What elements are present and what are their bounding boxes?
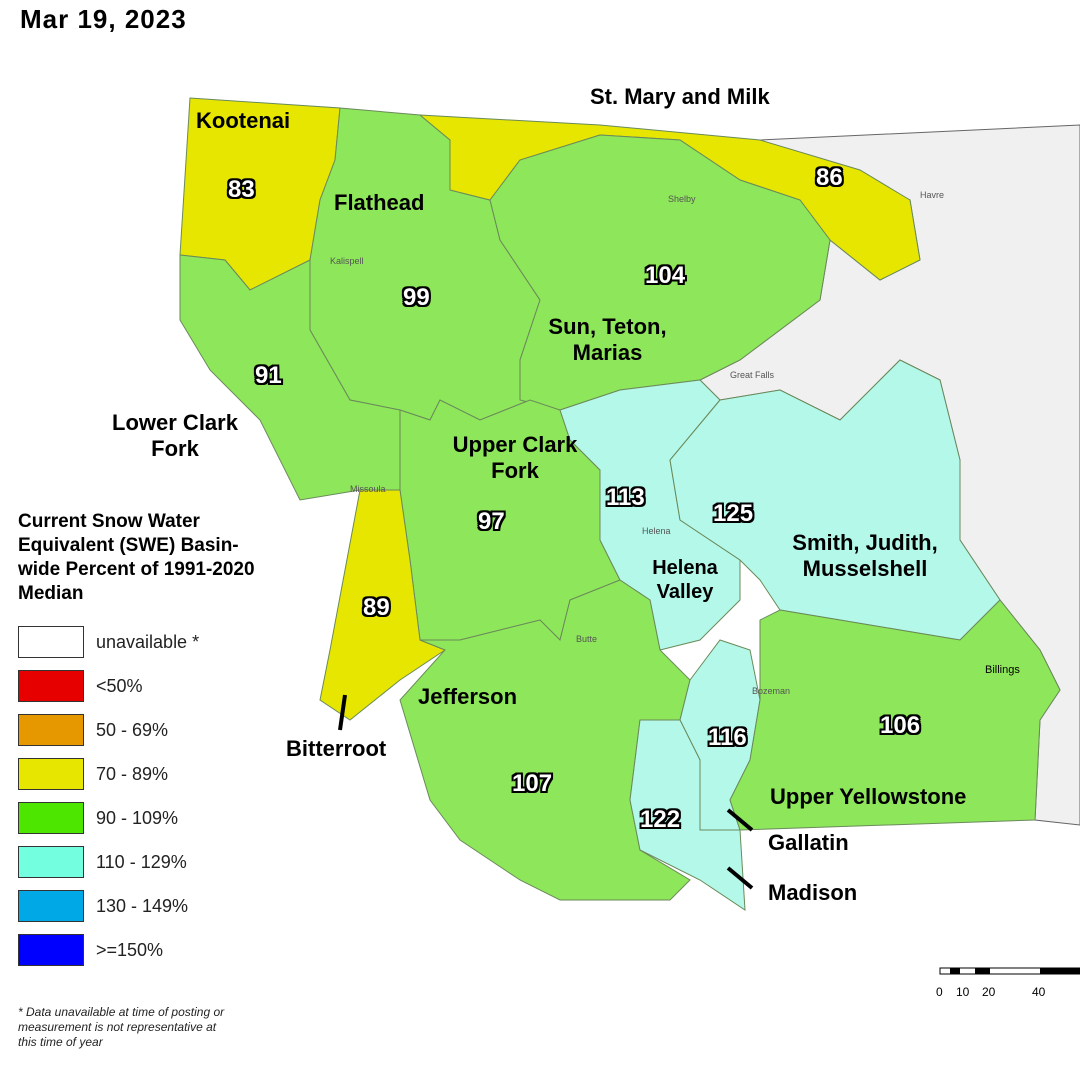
basin-helena-valley [559, 379, 741, 651]
basin-name: St. Mary and Milk [590, 84, 770, 109]
basin-value: 125 [713, 500, 754, 527]
legend-item: 110 - 129% [18, 840, 268, 884]
scale-label: 20 [982, 985, 996, 999]
city: Great Falls [730, 370, 775, 380]
basin-value: 89 [363, 594, 390, 621]
city: Havre [920, 190, 945, 200]
basin-name: Madison [768, 880, 858, 905]
legend-item: >=150% [18, 928, 268, 972]
legend-item: 90 - 109% [18, 796, 268, 840]
basin-name: Helena Valley [652, 557, 718, 603]
date: Mar 19, 2023 [20, 4, 187, 34]
pointer [726, 866, 754, 890]
basin-madison [629, 719, 746, 911]
basin-name: Sun, Teton, Marias [548, 314, 667, 365]
legend-items: unavailable * <50% 50 - 69% 70 - 89% 90 - 10… [18, 620, 268, 972]
basin-value: 86 [816, 164, 843, 191]
legend-item: unavailable * [18, 620, 268, 664]
basin-value: 106 [880, 712, 921, 739]
scale-bar [975, 968, 990, 974]
basin-upper-yellowstone [729, 599, 1061, 831]
basin-value: 99 [403, 284, 430, 311]
pointer [726, 808, 754, 832]
basin-name: Jefferson [418, 684, 518, 709]
legend-swatch [18, 758, 84, 790]
pointer [338, 694, 347, 731]
basin-value: 107 [512, 770, 553, 797]
city: Bozeman [752, 686, 791, 696]
scale-label: 0 [936, 985, 943, 999]
basin-name: Upper Clark Fork [452, 432, 578, 483]
scale-bar [1040, 968, 1080, 974]
legend-title: Current Snow Water Equivalent (SWE) Basi… [18, 511, 255, 604]
city: Kalispell [330, 256, 364, 266]
legend-swatch [18, 934, 84, 966]
legend-label: 110 - 129% [96, 851, 187, 872]
basin-name: Upper Yellowstone [770, 784, 967, 809]
basin-value: 122 [640, 806, 681, 833]
legend-item: 130 - 149% [18, 884, 268, 928]
legend-label: 50 - 69% [96, 719, 169, 740]
legend-swatch [18, 890, 84, 922]
legend-label: 90 - 109% [96, 807, 179, 828]
legend-label: >=150% [96, 939, 164, 960]
legend-label: 130 - 149% [96, 895, 189, 916]
basin-value: 83 [228, 176, 255, 203]
city: Butte [576, 634, 598, 644]
legend-swatch [18, 802, 84, 834]
basin-name: Kootenai [196, 108, 291, 133]
basin-value: 91 [255, 362, 282, 389]
scale-bar [939, 967, 1080, 975]
basin-name: Gallatin [768, 830, 849, 855]
basin-value: 116 [708, 724, 747, 751]
legend-item: 50 - 69% [18, 708, 268, 752]
legend-swatch [18, 626, 84, 658]
basin-value: 97 [478, 508, 505, 535]
legend-item: 70 - 89% [18, 752, 268, 796]
basin-sun-teton-marias [489, 134, 831, 411]
city: Missoula [350, 484, 386, 494]
basin-name: Lower Clark Fork [112, 410, 238, 461]
scale-label: 10 [956, 985, 970, 999]
legend-swatch [18, 846, 84, 878]
basin-bitterroot [319, 489, 447, 721]
legend-swatch [18, 714, 84, 746]
scale-bar [950, 968, 960, 974]
basin-value: 113 [606, 484, 645, 511]
legend: Current Snow Water Equivalent (SWE) Basi… [18, 510, 268, 972]
basin-name: Bitterroot [286, 736, 387, 761]
city: Billings [985, 664, 1020, 676]
footnote: * Data unavailable at time of posting or… [18, 1005, 225, 1049]
legend-label: unavailable * [96, 631, 200, 652]
city: Helena [642, 526, 671, 536]
city: Shelby [668, 194, 696, 204]
basin-name: Smith, Judith, Musselshell [792, 530, 938, 581]
basin-name: Flathead [334, 190, 425, 215]
basin-value: 104 [645, 262, 686, 289]
legend-label: 70 - 89% [96, 763, 169, 784]
scale-label: 40 [1032, 985, 1046, 999]
legend-label: <50% [96, 675, 143, 696]
legend-swatch [18, 670, 84, 702]
legend-item: <50% [18, 664, 268, 708]
